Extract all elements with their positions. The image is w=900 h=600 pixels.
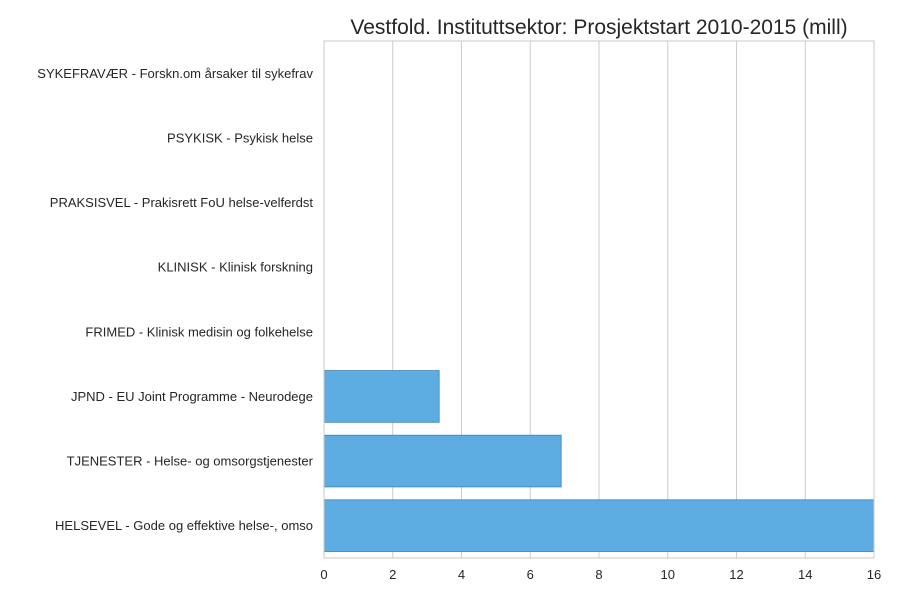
plot-frame bbox=[323, 40, 875, 559]
y-category-label: HELSEVEL - Gode og effektive helse-, oms… bbox=[55, 518, 313, 533]
x-tick-label: 6 bbox=[527, 567, 534, 582]
bars bbox=[323, 370, 875, 552]
bar bbox=[323, 434, 562, 488]
x-tick-label: 8 bbox=[595, 567, 602, 582]
y-category-label: TJENESTER - Helse- og omsorgstjenester bbox=[67, 454, 314, 469]
y-category-label: SYKEFRAVÆR - Forskn.om årsaker til sykef… bbox=[37, 66, 313, 81]
x-tick-label: 0 bbox=[320, 567, 327, 582]
x-tick-label: 16 bbox=[867, 567, 881, 582]
bar bbox=[323, 370, 440, 423]
y-category-label: KLINISK - Klinisk forskning bbox=[158, 260, 313, 275]
bar bbox=[323, 499, 875, 552]
x-tick-label: 4 bbox=[458, 567, 465, 582]
y-category-label: FRIMED - Klinisk medisin og folkehelse bbox=[85, 324, 313, 339]
x-tick-label: 12 bbox=[729, 567, 743, 582]
y-axis-labels: SYKEFRAVÆR - Forskn.om årsaker til sykef… bbox=[37, 66, 313, 533]
x-tick-label: 10 bbox=[661, 567, 675, 582]
x-tick-label: 14 bbox=[798, 567, 812, 582]
y-category-label: JPND - EU Joint Programme - Neurodege bbox=[71, 389, 313, 404]
x-axis-ticks: 0 2 4 6 8 10 12 14 16 bbox=[320, 567, 881, 582]
y-category-label: PRAKSISVEL - Prakisrett FoU helse-velfer… bbox=[50, 195, 314, 210]
y-category-label: PSYKISK - Psykisk helse bbox=[167, 130, 313, 145]
x-tick-label: 2 bbox=[389, 567, 396, 582]
chart-title: Vestfold. Instituttsektor: Prosjektstart… bbox=[350, 16, 847, 39]
